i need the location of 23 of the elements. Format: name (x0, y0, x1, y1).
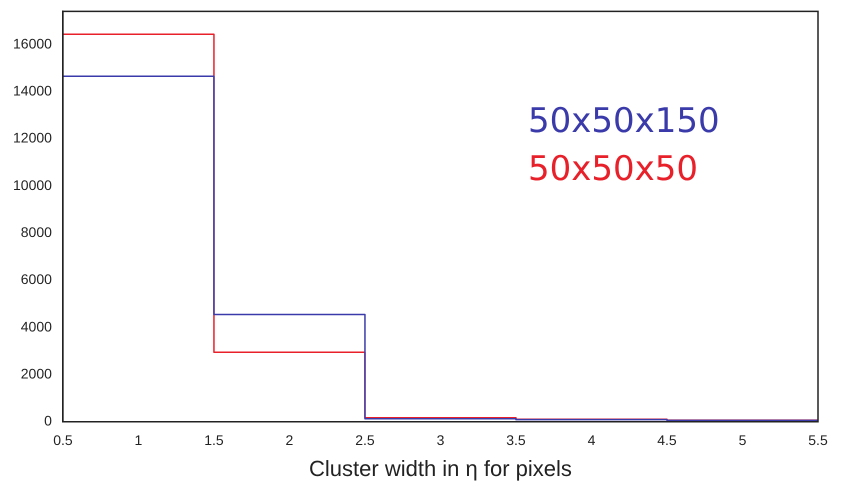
x-tick-label: 0.5 (53, 432, 73, 448)
x-tick-label: 1 (134, 432, 143, 448)
y-tick-label: 8000 (20, 224, 52, 240)
x-tick-label: 4.5 (657, 432, 677, 448)
y-tick-label: 10000 (12, 176, 52, 193)
y-tick-label: 14000 (12, 82, 52, 98)
y-tick-label: 16000 (12, 35, 52, 52)
text: 50x50x150 (528, 101, 720, 142)
y-tick-label: 6000 (20, 271, 52, 288)
x-tick-label: 2.5 (355, 432, 375, 448)
x-tick-label: 5 (738, 432, 747, 448)
y-tick-label: 0 (44, 412, 52, 429)
x-tick-label: 3 (436, 432, 445, 448)
y-tick-label: 2000 (20, 365, 52, 382)
x-tick-label: 1.5 (204, 432, 224, 448)
x-tick-label: 3.5 (506, 432, 526, 448)
y-tick-label: 4000 (20, 318, 52, 334)
text: 50x50x50 (528, 149, 698, 190)
x-tick-label: 4 (588, 432, 596, 448)
y-tick-label: 12000 (12, 130, 52, 146)
x-axis-title: Cluster width in η for pixels (309, 456, 572, 481)
x-tick-label: 5.5 (808, 432, 828, 448)
x-tick-label: 2 (286, 432, 294, 448)
